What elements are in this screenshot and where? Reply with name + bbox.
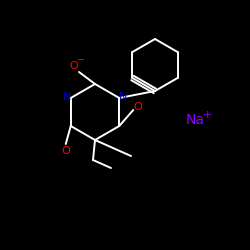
Text: O: O: [134, 102, 142, 112]
Text: N: N: [62, 92, 71, 102]
Text: N: N: [119, 92, 128, 102]
Text: −: −: [77, 55, 85, 65]
Text: O: O: [70, 61, 78, 71]
Text: O: O: [62, 146, 70, 156]
Text: +: +: [202, 110, 212, 120]
Text: Na: Na: [186, 113, 204, 127]
